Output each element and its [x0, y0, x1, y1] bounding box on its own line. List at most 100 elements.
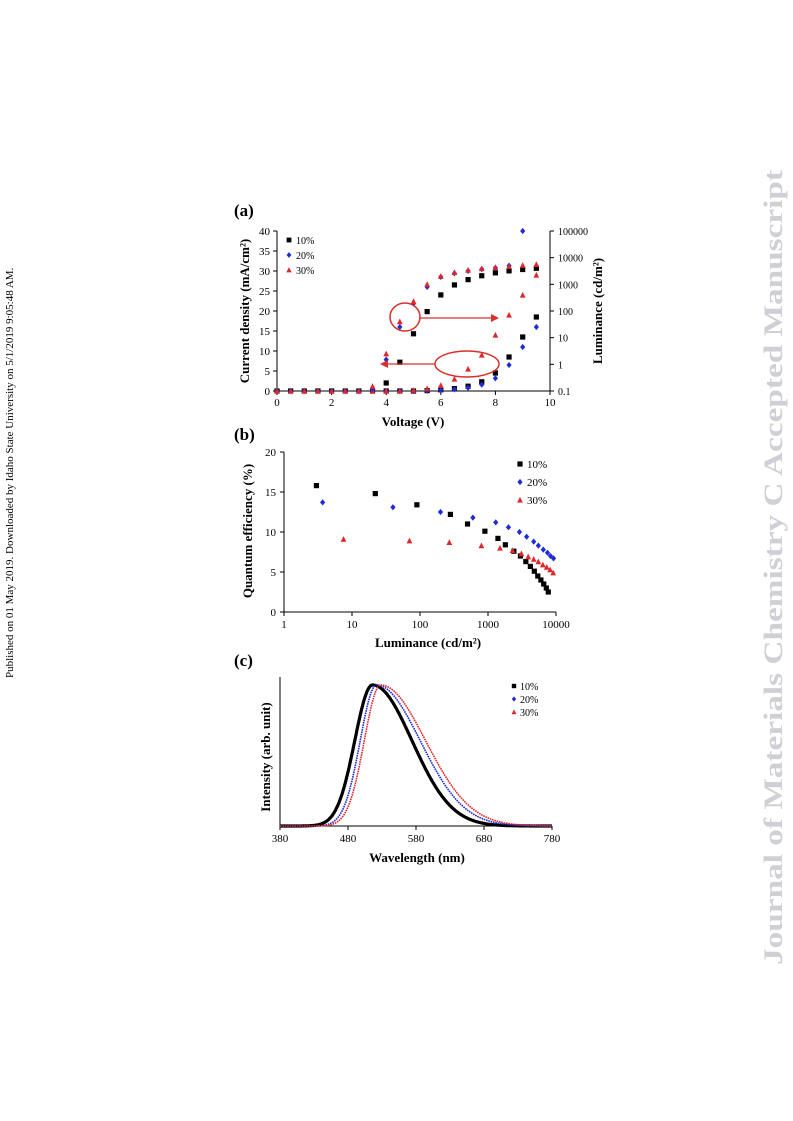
chart-b-point [539, 561, 546, 568]
chart-b-xtick-label: 10 [347, 619, 359, 631]
chart-b-ylabel: Quantum efficiency (%) [240, 464, 255, 598]
chart-b-legend-label: 20% [527, 477, 547, 489]
chart-b-point [550, 555, 557, 562]
chart-a-luminance-point [383, 350, 390, 357]
chart-c-legend-label: 20% [520, 695, 538, 706]
chart-a-ytick-label: 40 [259, 226, 271, 238]
chart-b-ytick-label: 10 [265, 527, 277, 539]
chart-c-series-line [280, 684, 552, 827]
chart-a-xlabel: Voltage (V) [382, 414, 445, 429]
chart-b-point [543, 564, 550, 570]
panel-c-label: (c) [234, 651, 253, 670]
chart-a-luminance-point [438, 292, 444, 298]
chart-b-point [525, 553, 532, 560]
chart-a-luminance-point [465, 277, 471, 283]
chart-b-point [535, 542, 541, 549]
chart-b-points [313, 483, 557, 595]
chart-b-point [340, 536, 347, 542]
chart-c-xtick-label: 580 [408, 833, 425, 845]
chart-a-current-point [328, 387, 335, 394]
chart-b: 1 10 100 1000 10000 0 5 10 15 20 10% 20% 30% Lumina… [240, 447, 570, 650]
panel-b-label: (b) [234, 425, 255, 444]
chart-a-y2tick-label: 10 [558, 334, 568, 345]
chart-b-point [544, 549, 551, 556]
chart-a-ellipse-luminance [389, 302, 421, 332]
chart-a-arrowhead-right [491, 314, 499, 322]
chart-b-point [495, 535, 501, 541]
chart-a-luminance-point [478, 265, 485, 272]
chart-a-ylabel: Current density (mA/cm²) [237, 239, 252, 383]
chart-a-current-point [451, 375, 458, 382]
watermark: Journal of Materials Chemistry C Accepte… [750, 160, 790, 970]
chart-a-luminance-point [396, 318, 403, 325]
chart-a-current-point [451, 386, 458, 393]
chart-c-legend-label: 30% [520, 708, 538, 719]
chart-a-y2tick-label: 0.1 [558, 387, 571, 398]
chart-b-point [543, 585, 549, 591]
chart-b-xtick-label: 10000 [542, 619, 570, 631]
side-note-text: Published on 01 May 2019. Downloaded by … [4, 267, 16, 678]
chart-a-luminance-point [410, 331, 417, 337]
chart-b-point [541, 581, 547, 587]
chart-b-xtick-label: 1000 [477, 619, 500, 631]
chart-a-y2tick-label: 100000 [558, 227, 588, 238]
chart-b-point [531, 538, 537, 545]
chart-c-xtick-label: 480 [340, 833, 357, 845]
panel-a-label: (a) [234, 201, 254, 220]
chart-a-ytick-label: 10 [259, 346, 271, 358]
chart-a-xtick-label: 6 [438, 397, 444, 409]
chart-b-xlabel: Luminance (cd/m²) [375, 635, 481, 650]
chart-a-current-point [342, 387, 349, 394]
chart-b-point [390, 504, 396, 511]
chart-b-ytick-label: 20 [265, 447, 277, 459]
chart-b-ticks: 1 10 100 1000 10000 0 5 10 15 20 [265, 447, 570, 631]
chart-a-current-point [506, 354, 512, 360]
chart-a-ytick-label: 25 [259, 286, 271, 298]
chart-c-xlabel: Wavelength (nm) [369, 850, 465, 865]
chart-a-luminance-point [424, 308, 430, 315]
chart-b-point [538, 577, 544, 583]
chart-b-point [516, 528, 523, 536]
chart-c: 380 480 580 680 780 10% 20% 30% Wavelength (nm… [258, 677, 561, 865]
chart-a-current-point [492, 370, 498, 376]
chart-a-current-point [492, 331, 499, 338]
side-note: Published on 01 May 2019. Downloaded by … [3, 267, 17, 708]
chart-b-point [414, 502, 420, 508]
chart-b-xtick-label: 1 [281, 619, 287, 631]
chart-c-ylabel: Intensity (arb. unit) [258, 702, 273, 811]
chart-a-current-point [383, 387, 390, 394]
chart-a-current-point [520, 343, 526, 351]
chart-b-point [547, 566, 553, 573]
chart-a-current-point [533, 314, 539, 320]
chart-a-luminance-point [410, 298, 417, 304]
chart-b-point [372, 491, 378, 497]
chart-b-point [524, 533, 530, 540]
chart-a-luminance-point [424, 281, 431, 287]
chart-b-legend-marker [517, 478, 523, 486]
chart-a-ytick-label: 30 [259, 266, 271, 278]
chart-a-luminance-point [520, 266, 526, 273]
chart-c-legend-marker [511, 696, 517, 702]
chart-b-point [446, 539, 453, 545]
chart-a-current-point [287, 387, 294, 394]
chart-a-arrowhead-left [380, 360, 388, 368]
chart-a-legend-marker [286, 252, 292, 258]
chart-a-legend-label: 10% [296, 236, 314, 247]
chart-b-point [437, 508, 444, 516]
chart-a-ytick-label: 5 [265, 366, 271, 378]
chart-a-current-point [533, 323, 539, 331]
chart-a-luminance-point [479, 273, 485, 279]
chart-a-current-point [478, 351, 485, 358]
chart-c-legend-marker [511, 709, 517, 715]
chart-c-xtick-label: 380 [272, 833, 289, 845]
chart-b-point [447, 511, 454, 517]
chart-b-legend-label: 10% [527, 459, 547, 471]
chart-a-xtick-label: 10 [545, 397, 557, 409]
chart-b-point [535, 573, 541, 579]
chart-a-current-point [533, 271, 540, 278]
chart-a-xtick-label: 4 [383, 397, 389, 409]
chart-a-current-point [465, 365, 471, 372]
chart-a: 0 2 4 6 8 1005101520253035400.111010010001000… [237, 226, 605, 429]
chart-b-legend-marker [517, 496, 523, 503]
